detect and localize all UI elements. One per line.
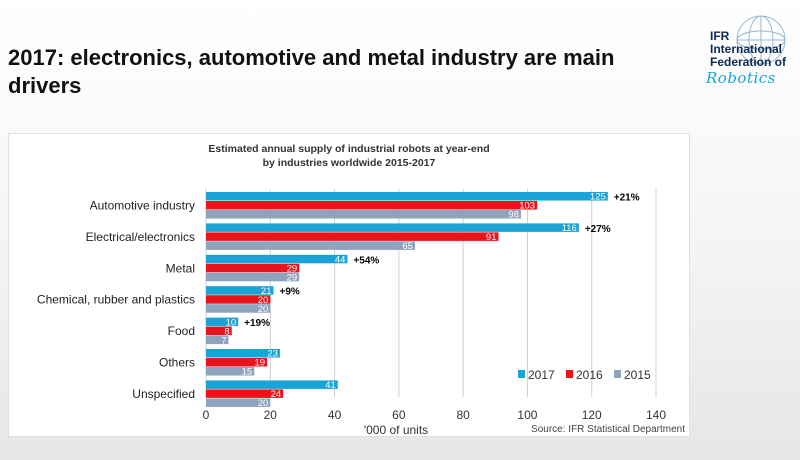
bar-2016 [206, 263, 300, 273]
logo-line-1: IFR [710, 29, 730, 43]
bar-2016 [206, 326, 232, 336]
bar-value-label: 20 [258, 304, 269, 315]
category-label: Unspecified [132, 387, 195, 401]
x-axis-label: '000 of units [364, 423, 428, 436]
legend-swatch-2016 [566, 370, 573, 378]
legend-label: 2017 [528, 368, 555, 382]
chart-panel: Estimated annual supply of industrial ro… [8, 133, 690, 437]
x-tick-label: 60 [392, 408, 406, 422]
category-label: Electrical/electronics [86, 230, 195, 244]
legend-label: 2016 [576, 368, 603, 382]
bar-2016 [206, 358, 268, 367]
bar-2017 [206, 349, 280, 358]
logo-line-3: Federation of [710, 55, 787, 69]
bar-2015 [206, 335, 229, 345]
slide-title: 2017: electronics, automotive and metal … [8, 45, 615, 98]
bar-value-label: 20 [258, 398, 269, 409]
bar-2015 [206, 272, 300, 282]
bar-value-label: 103 [519, 201, 535, 212]
bar-2017 [206, 192, 608, 201]
bar-2016 [206, 389, 284, 398]
ifr-logo: IFR International Federation of Robotics [700, 14, 796, 87]
x-tick-label: 40 [328, 408, 342, 422]
bar-2017 [206, 254, 348, 264]
bar-2017 [206, 286, 274, 295]
growth-label: +54% [353, 255, 379, 266]
logo-line-2: International [710, 42, 783, 56]
x-tick-label: 140 [646, 408, 666, 422]
legend-label: 2015 [624, 368, 651, 382]
bar-2015 [206, 304, 271, 313]
bar-value-label: 10 [226, 317, 237, 328]
bar-value-label: 20 [258, 295, 269, 306]
bar-value-label: 29 [287, 264, 298, 275]
x-tick-label: 120 [582, 408, 602, 422]
bar-value-label: 125 [590, 192, 606, 203]
source-note: Source: IFR Statistical Department [531, 424, 685, 435]
bar-value-label: 24 [271, 389, 282, 400]
growth-label: +21% [614, 193, 640, 204]
bar-value-label: 21 [261, 286, 272, 297]
bar-2015 [206, 241, 415, 250]
logo-text: IFR International Federation of [710, 30, 786, 69]
legend-swatch-2017 [518, 370, 525, 378]
logo-script: Robotics [706, 69, 776, 87]
x-tick-label: 80 [456, 408, 470, 422]
bar-value-label: 41 [325, 380, 336, 391]
bar-2017 [206, 380, 338, 389]
bar-value-label: 23 [267, 349, 278, 360]
bar-value-label: 15 [242, 367, 253, 378]
chart-title-line-1: Estimated annual supply of industrial ro… [208, 143, 489, 155]
bar-value-label: 29 [287, 273, 298, 284]
bar-value-label: 91 [486, 232, 497, 243]
legend-swatch-2015 [614, 370, 621, 378]
bar-value-label: 65 [402, 241, 413, 252]
bar-value-label: 98 [508, 210, 519, 221]
category-label: Automotive industry [90, 199, 195, 213]
growth-label: +19% [244, 318, 270, 329]
category-label: Chemical, rubber and plastics [37, 293, 195, 307]
category-label: Metal [166, 261, 195, 275]
bar-2017 [206, 317, 239, 327]
bar-2017 [206, 223, 579, 232]
growth-label: +9% [280, 287, 300, 298]
bar-value-label: 7 [221, 335, 226, 346]
bar-2015 [206, 398, 271, 407]
bar-2016 [206, 295, 271, 304]
bar-2016 [206, 232, 499, 241]
bar-value-label: 44 [335, 255, 346, 266]
bar-value-label: 116 [562, 223, 577, 234]
bar-2016 [206, 201, 538, 210]
bar-value-label: 8 [224, 326, 229, 337]
x-tick-label: 100 [517, 408, 537, 422]
bar-2015 [206, 367, 255, 376]
category-label: Others [159, 356, 195, 370]
chart-title-line-2: by industries worldwide 2015-2017 [263, 157, 436, 169]
category-label: Food [168, 324, 195, 338]
x-tick-label: 20 [264, 408, 278, 422]
bar-chart: Estimated annual supply of industrial ro… [37, 143, 685, 436]
growth-label: +27% [585, 224, 611, 235]
globe-icon [736, 15, 786, 65]
bar-2015 [206, 210, 521, 219]
x-tick-label: 0 [203, 408, 210, 422]
bar-value-label: 19 [254, 358, 265, 369]
